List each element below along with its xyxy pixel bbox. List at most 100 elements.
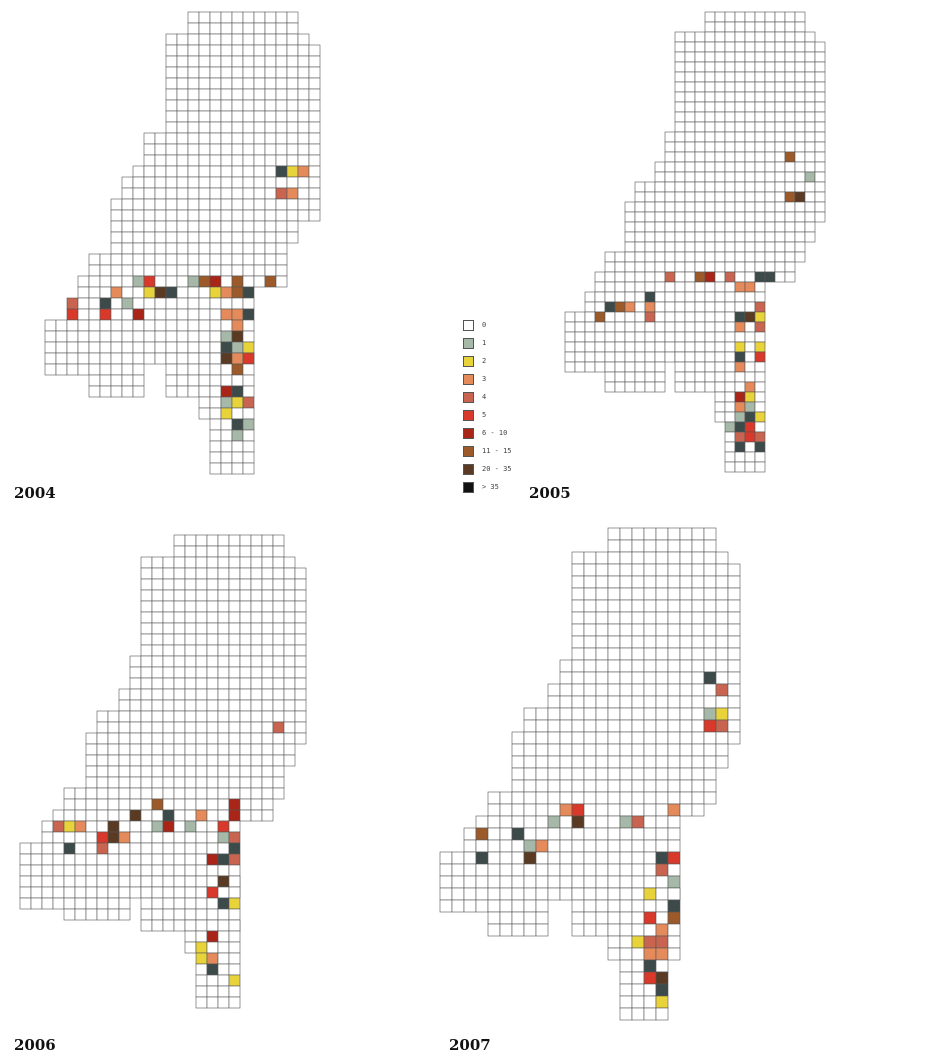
grid-cell xyxy=(619,875,633,889)
grid-cell xyxy=(209,143,222,156)
grid-cell xyxy=(655,851,669,865)
grid-cell xyxy=(231,429,244,442)
grid-cell xyxy=(195,776,208,789)
grid-cell xyxy=(96,787,109,800)
grid-cell xyxy=(121,198,134,211)
grid-cell xyxy=(176,44,189,57)
grid-cell xyxy=(231,462,244,475)
grid-cell xyxy=(604,311,616,323)
grid-cell xyxy=(217,864,230,877)
grid-cell xyxy=(209,165,222,178)
grid-cell xyxy=(198,253,211,266)
grid-cell xyxy=(595,791,609,805)
grid-cell xyxy=(272,787,285,800)
grid-cell xyxy=(674,51,686,63)
grid-cell xyxy=(734,11,746,23)
grid-cell xyxy=(96,710,109,723)
grid-cell xyxy=(140,743,153,756)
grid-cell xyxy=(643,791,657,805)
grid-cell xyxy=(667,851,681,865)
grid-cell xyxy=(63,908,76,921)
grid-cell xyxy=(584,291,596,303)
grid-cell xyxy=(724,321,736,333)
grid-cell xyxy=(173,743,186,756)
grid-cell xyxy=(704,121,716,133)
grid-cell xyxy=(571,563,585,577)
grid-cell xyxy=(784,81,796,93)
grid-cell xyxy=(206,908,219,921)
grid-cell xyxy=(619,635,633,649)
grid-cell xyxy=(631,923,645,937)
grid-cell xyxy=(187,253,200,266)
grid-cell xyxy=(784,161,796,173)
grid-cell xyxy=(242,319,255,332)
grid-cell xyxy=(184,897,197,910)
grid-cell xyxy=(643,971,657,985)
grid-cell xyxy=(151,578,164,591)
grid-cell xyxy=(85,754,98,767)
grid-cell xyxy=(110,308,123,321)
grid-cell xyxy=(694,151,706,163)
grid-cell xyxy=(734,431,746,443)
grid-cell xyxy=(162,622,175,635)
grid-cell xyxy=(727,587,741,601)
grid-cell xyxy=(154,231,167,244)
grid-cell xyxy=(704,111,716,123)
grid-cell xyxy=(744,341,756,353)
grid-cell xyxy=(275,132,288,145)
grid-cell xyxy=(151,622,164,635)
grid-cell xyxy=(110,220,123,233)
grid-cell xyxy=(644,381,656,393)
grid-cell xyxy=(744,251,756,263)
grid-cell xyxy=(744,371,756,383)
grid-cell xyxy=(744,91,756,103)
grid-cell xyxy=(165,44,178,57)
grid-cell xyxy=(655,803,669,817)
grid-cell xyxy=(74,853,87,866)
grid-cell xyxy=(99,363,112,376)
grid-cell xyxy=(631,959,645,973)
grid-cell xyxy=(724,161,736,173)
grid-cell xyxy=(162,578,175,591)
grid-cell xyxy=(129,820,142,833)
grid-cell xyxy=(220,176,233,189)
panel-label-2006: 2006 xyxy=(14,1036,56,1054)
grid-cell xyxy=(631,983,645,997)
grid-cell xyxy=(684,121,696,133)
grid-cell xyxy=(121,352,134,365)
grid-cell xyxy=(165,77,178,90)
grid-cell xyxy=(644,361,656,373)
grid-cell xyxy=(308,209,321,222)
grid-cell xyxy=(261,644,274,657)
grid-cell xyxy=(655,779,669,793)
grid-cell xyxy=(173,754,186,767)
grid-cell xyxy=(250,710,263,723)
grid-cell xyxy=(704,141,716,153)
grid-cell xyxy=(198,286,211,299)
grid-cell xyxy=(674,201,686,213)
grid-cell xyxy=(220,77,233,90)
grid-cell xyxy=(231,176,244,189)
grid-cell xyxy=(261,721,274,734)
grid-cell xyxy=(63,820,76,833)
grid-cell xyxy=(239,545,252,558)
grid-cell xyxy=(784,11,796,23)
grid-cell xyxy=(664,171,676,183)
grid-cell xyxy=(614,331,626,343)
grid-cell xyxy=(724,441,736,453)
grid-cell xyxy=(667,719,681,733)
grid-cell xyxy=(239,787,252,800)
grid-cell xyxy=(250,633,263,646)
grid-cell xyxy=(714,21,726,33)
grid-cell xyxy=(228,578,241,591)
grid-cell xyxy=(261,611,274,624)
grid-cell xyxy=(684,251,696,263)
grid-cell xyxy=(198,165,211,178)
grid-cell xyxy=(209,462,222,475)
grid-cell xyxy=(239,677,252,690)
grid-cell xyxy=(206,963,219,976)
grid-cell xyxy=(564,341,576,353)
grid-cell xyxy=(619,839,633,853)
grid-cell xyxy=(714,241,726,253)
grid-cell xyxy=(151,919,164,932)
